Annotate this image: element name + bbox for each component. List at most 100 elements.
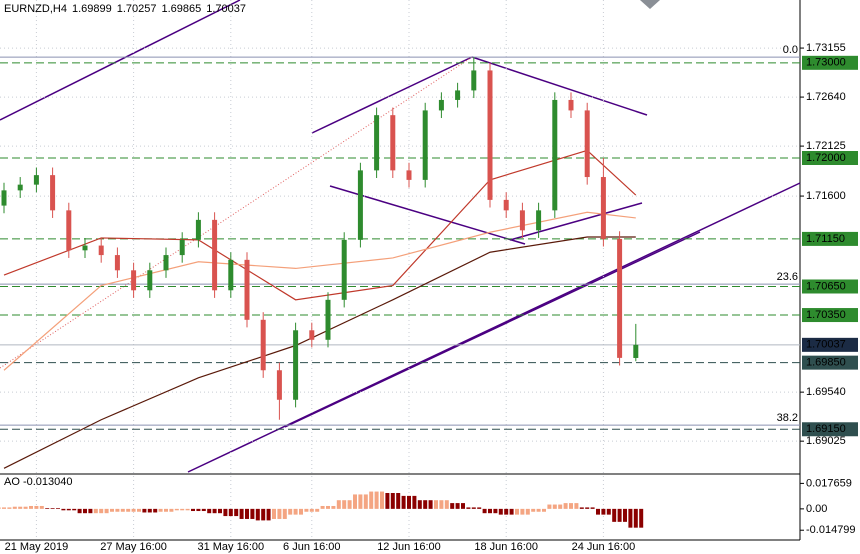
level-label: 1.71150 — [806, 233, 845, 245]
ao-bar — [590, 507, 595, 509]
ao-bar — [288, 508, 293, 515]
level-label: 1.72000 — [806, 152, 846, 164]
ao-bar — [18, 506, 23, 509]
ao-bar — [304, 508, 309, 512]
candle-body — [212, 219, 218, 291]
ao-bar — [374, 491, 379, 509]
candle-body — [422, 110, 428, 180]
ao-bar — [77, 508, 82, 514]
ao-bar — [358, 494, 363, 509]
ao-bar — [142, 508, 147, 513]
trendline — [284, 231, 701, 428]
trendline — [471, 56, 648, 116]
ao-bar — [563, 503, 568, 509]
candle-body — [584, 110, 590, 178]
candle-body — [374, 115, 380, 171]
trendline — [311, 56, 473, 134]
ao-bar — [347, 500, 352, 509]
ao-bar — [434, 500, 438, 509]
candle-body — [17, 184, 23, 191]
candle-body — [600, 177, 606, 239]
ao-bar — [455, 503, 460, 509]
ao-bar — [34, 505, 39, 509]
y-tick-label: 1.69540 — [806, 386, 846, 398]
ao-bar — [466, 507, 471, 509]
y-tick-label: 1.71600 — [806, 190, 846, 202]
ao-bar — [239, 508, 244, 519]
ao-bar — [120, 508, 125, 512]
ao-bar — [293, 508, 298, 515]
ao-bar — [315, 508, 320, 512]
ao-bar — [450, 503, 455, 509]
ao-bar — [266, 508, 271, 521]
x-tick-label: 24 Jun 16:00 — [572, 541, 636, 553]
fib-label: 23.6 — [777, 271, 798, 283]
ao-bar — [428, 500, 433, 509]
ao-bar — [504, 508, 509, 515]
ao-bar — [331, 505, 336, 509]
trendline — [0, 0, 241, 121]
ao-bar — [401, 495, 406, 509]
level-label: 1.69850 — [806, 357, 846, 369]
candle-body — [471, 70, 477, 91]
labels-layer: 1.73155 1.72640 1.72125 1.71600 1.69540 1.690… — [5, 42, 858, 553]
ao-bar — [498, 508, 503, 515]
ao-bar — [191, 508, 195, 512]
x-tick-label: 18 Jun 16:00 — [474, 541, 538, 553]
ao-bar — [72, 508, 77, 511]
y-tick-label: 1.69025 — [806, 435, 846, 447]
candle-body — [341, 239, 347, 300]
ao-bar — [461, 503, 465, 509]
ao-bar — [396, 493, 401, 509]
ao-bar — [336, 500, 341, 509]
x-tick-label: 12 Jun 16:00 — [377, 541, 441, 553]
level-box — [802, 55, 858, 70]
ao-bar — [228, 508, 233, 517]
level-label: 1.70350 — [806, 309, 846, 321]
candle-body — [114, 255, 120, 271]
candle-body — [568, 99, 574, 111]
ao-bar — [390, 493, 395, 509]
candle-body — [309, 330, 315, 340]
ao-bar — [585, 507, 590, 509]
candle-body — [617, 238, 623, 358]
x-tick-label: 27 May 16:00 — [100, 541, 167, 553]
ao-bar — [201, 508, 206, 512]
ao-bar — [234, 508, 239, 517]
ao-bar — [115, 508, 120, 512]
ao-bar — [525, 508, 530, 515]
candle-body — [276, 370, 282, 400]
ao-bar — [542, 508, 546, 512]
ao-bar — [320, 505, 325, 509]
candle-body — [503, 199, 509, 211]
ao-bar — [83, 508, 87, 514]
ao-title: AO -0.013040 — [4, 476, 73, 488]
level-box — [802, 151, 858, 165]
candle-body — [98, 245, 104, 256]
ao-bar — [574, 503, 579, 509]
ao-bar — [385, 493, 390, 509]
ao-bar — [488, 508, 492, 514]
ao-bar — [212, 508, 217, 514]
current-price-label: 1.70037 — [806, 339, 846, 351]
y-tick-label: 1.73155 — [806, 42, 846, 54]
candle-body — [131, 270, 137, 291]
ao-bar — [639, 508, 644, 528]
ao-bar — [612, 508, 617, 522]
ao-bar — [536, 508, 541, 512]
candle-body — [633, 344, 639, 358]
ao-bar — [7, 507, 12, 509]
candle-body — [487, 70, 493, 200]
candle-body — [455, 90, 461, 100]
ao-bar — [617, 508, 622, 522]
ao-bar — [218, 508, 222, 514]
ao-bar — [412, 495, 417, 509]
ao-bar — [261, 508, 266, 521]
ao-bar — [579, 507, 584, 509]
ao-bar — [417, 500, 422, 509]
ao-bar — [131, 508, 136, 512]
current-price-box — [802, 337, 858, 352]
candle-body — [406, 170, 412, 180]
